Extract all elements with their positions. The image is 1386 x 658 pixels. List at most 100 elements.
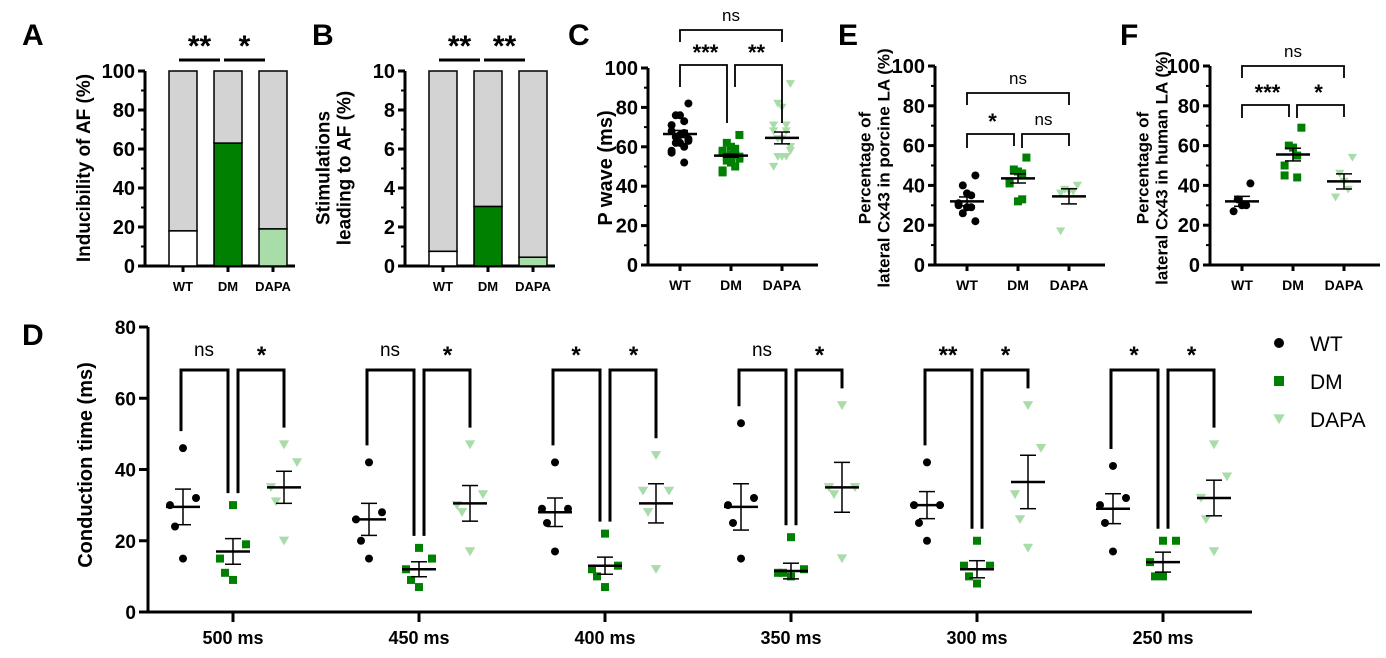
data-point-dm bbox=[965, 572, 973, 581]
panel-d-y-axis-label: Conduction time (ms) bbox=[75, 362, 97, 568]
panel-f-y-tick-label: 60 bbox=[1178, 136, 1200, 158]
data-point-dapa bbox=[291, 458, 303, 468]
significance-label: *** bbox=[693, 40, 719, 65]
data-point-wt bbox=[684, 99, 693, 108]
data-point-dm bbox=[960, 561, 968, 570]
data-point-dm bbox=[1172, 536, 1180, 545]
significance-label-dm-dapa: * bbox=[1001, 342, 1011, 369]
data-point-dm bbox=[229, 501, 237, 510]
y-axis-label-line: Percentage of bbox=[856, 111, 875, 224]
data-point-wt bbox=[737, 554, 745, 563]
data-point-dapa bbox=[1056, 189, 1066, 198]
data-point-dm bbox=[1280, 171, 1289, 180]
x-tick-label-dm: DM bbox=[1282, 277, 1304, 293]
significance-bracket bbox=[966, 133, 1015, 148]
data-point-wt bbox=[1242, 201, 1251, 210]
data-point-dapa bbox=[769, 162, 779, 171]
panel-e-y-tick-label: 20 bbox=[903, 215, 925, 237]
panel-c-y-tick-label: 20 bbox=[616, 216, 638, 238]
significance-label: ** bbox=[188, 30, 212, 63]
y-axis-label-line: Inducibility of AF (%) bbox=[74, 74, 95, 262]
significance-bracket-dm-dapa bbox=[608, 368, 658, 522]
data-point-dapa bbox=[1022, 543, 1034, 553]
data-point-dapa bbox=[1060, 185, 1070, 194]
panel-f-y-tick-label: 20 bbox=[1178, 215, 1200, 237]
significance-label-dm-dapa: * bbox=[443, 342, 453, 369]
data-point-wt bbox=[729, 518, 737, 527]
bar-remainder-dapa bbox=[258, 70, 288, 230]
data-point-wt bbox=[179, 554, 187, 563]
x-tick-label-dapa: DAPA bbox=[763, 277, 802, 293]
data-point-dm bbox=[1014, 167, 1022, 176]
panel-a-y-tick-label: 100 bbox=[102, 61, 135, 83]
panel-label-b: B bbox=[312, 19, 334, 52]
significance-bracket-dm-dapa bbox=[236, 368, 286, 494]
data-point-dapa bbox=[650, 565, 662, 574]
data-point-wt bbox=[543, 518, 551, 527]
panel-label-f: F bbox=[1120, 19, 1138, 52]
data-point-wt bbox=[971, 171, 980, 180]
significance-label: ns bbox=[1284, 42, 1302, 61]
significance-bracket bbox=[1021, 133, 1070, 148]
y-axis-label: Inducibility of AF (%) bbox=[74, 74, 95, 262]
legend-marker-wt bbox=[1274, 338, 1284, 348]
data-point-dapa bbox=[781, 127, 791, 136]
data-point-dapa bbox=[1347, 153, 1357, 162]
data-point-wt bbox=[737, 419, 745, 428]
significance-label-wt-dm: * bbox=[1129, 342, 1139, 369]
y-axis-label-line: Stimulations bbox=[314, 111, 335, 225]
significance-label-wt-dm: ns bbox=[194, 340, 214, 361]
significance-label: ** bbox=[493, 30, 517, 63]
significance-bracket-wt-dm bbox=[737, 368, 788, 526]
data-point-wt bbox=[667, 148, 676, 157]
data-point-wt bbox=[750, 494, 758, 502]
panel-b-y-tick-label: 6 bbox=[384, 139, 395, 161]
data-point-dm bbox=[1018, 195, 1027, 204]
data-point-dm bbox=[229, 575, 237, 584]
panel-d-y-tick-label: 0 bbox=[125, 603, 136, 624]
data-point-dm bbox=[593, 572, 601, 581]
significance-bracket-wt-dm bbox=[1109, 368, 1160, 529]
bar-remainder-dm bbox=[473, 70, 503, 208]
significance-bracket-wt-dm bbox=[923, 368, 974, 529]
panel-e-y-tick-label: 40 bbox=[903, 175, 925, 197]
significance-bracket-wt-dm bbox=[179, 368, 230, 494]
bar-wt bbox=[428, 250, 458, 267]
x-tick-label-dapa: DAPA bbox=[1325, 277, 1364, 293]
data-point-wt bbox=[971, 217, 980, 226]
panel-c-y-tick-label: 0 bbox=[627, 255, 638, 277]
x-tick-label-wt: WT bbox=[433, 279, 453, 294]
panel-b-y-tick-label: 8 bbox=[384, 100, 395, 122]
data-point-dapa bbox=[456, 508, 468, 517]
panel-label-d: D bbox=[22, 319, 44, 352]
x-tick-label-dm: DM bbox=[218, 279, 238, 294]
x-tick-label-dapa: DAPA bbox=[1050, 277, 1089, 293]
data-point-dm bbox=[1159, 536, 1167, 545]
data-point-dapa bbox=[477, 490, 489, 500]
data-point-dapa bbox=[270, 497, 282, 507]
data-point-dm bbox=[718, 168, 727, 177]
data-point-wt bbox=[923, 458, 931, 467]
data-point-dm bbox=[1014, 197, 1022, 206]
data-point-dapa bbox=[1072, 181, 1082, 190]
significance-label-dm-dapa: * bbox=[1187, 342, 1197, 369]
legend-label-dm: DM bbox=[1310, 371, 1343, 394]
significance-bracket bbox=[679, 29, 783, 42]
x-tick-label: 350 ms bbox=[760, 628, 821, 648]
data-point-dapa bbox=[1221, 472, 1233, 482]
data-point-wt bbox=[667, 121, 676, 130]
significance-label: *** bbox=[1255, 80, 1281, 105]
data-point-dm bbox=[1009, 165, 1018, 174]
y-axis-label: P wave (ms) bbox=[595, 110, 617, 225]
panel-f-y-tick-label: 100 bbox=[1167, 56, 1200, 78]
significance-label-wt-dm: ns bbox=[752, 340, 772, 361]
data-point-dapa bbox=[785, 80, 795, 88]
bar-remainder-wt bbox=[428, 70, 458, 253]
y-axis-label-line: P wave (ms) bbox=[595, 110, 617, 225]
data-point-dapa bbox=[773, 99, 783, 108]
data-point-wt bbox=[954, 201, 963, 210]
data-point-dm bbox=[1159, 572, 1167, 581]
significance-bracket-dm-dapa bbox=[980, 368, 1030, 529]
